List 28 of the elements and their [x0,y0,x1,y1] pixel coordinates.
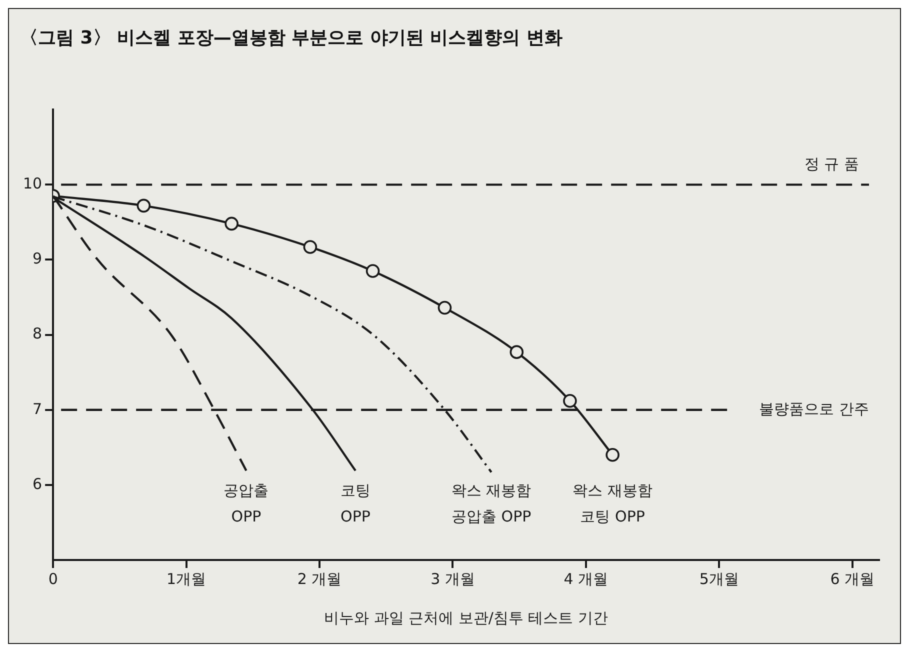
point [136,198,151,213]
y-tick-label: 8 [32,324,42,343]
y-tick-label: 7 [32,400,42,418]
y-tick-label: 10 [22,174,42,193]
series-label: 공압출 OPP [224,482,269,526]
x-tick-label: 5개월 [699,570,739,588]
x-axis-title: 비누와 과일 근처에 보관/침투 테스트 기간 [324,608,608,627]
x-tick-label: 3 개월 [430,570,475,588]
series-label: 코팅 OPP [340,482,370,526]
text: 왁스 재봉함 코팅 OPP [572,482,652,526]
x-tick-label: 2 개월 [297,570,342,588]
ref-line-label: 정 규 품 [804,155,859,174]
point [510,345,524,359]
point [606,448,620,462]
x-tick-label: 0 [48,570,58,588]
x-tick-label: 4 개월 [564,570,608,588]
x-tick-label: 1개월 [166,570,206,588]
point [303,240,318,254]
point [366,264,380,278]
point [438,300,452,315]
point [563,394,577,408]
chart-title: 〈그림 3〉 비스켈 포장—열봉함 부분으로 야기된 비스켈향의 변화 [20,27,562,48]
text: 왁스 재봉함 공압출 OPP [451,482,532,526]
y-tick-label: 6 [32,474,42,493]
y-tick-label: 9 [32,250,42,268]
point [224,216,238,231]
x-tick-label: 6 개월 [830,570,875,588]
ref-line-label: 불량품으로 간주 [759,400,869,418]
